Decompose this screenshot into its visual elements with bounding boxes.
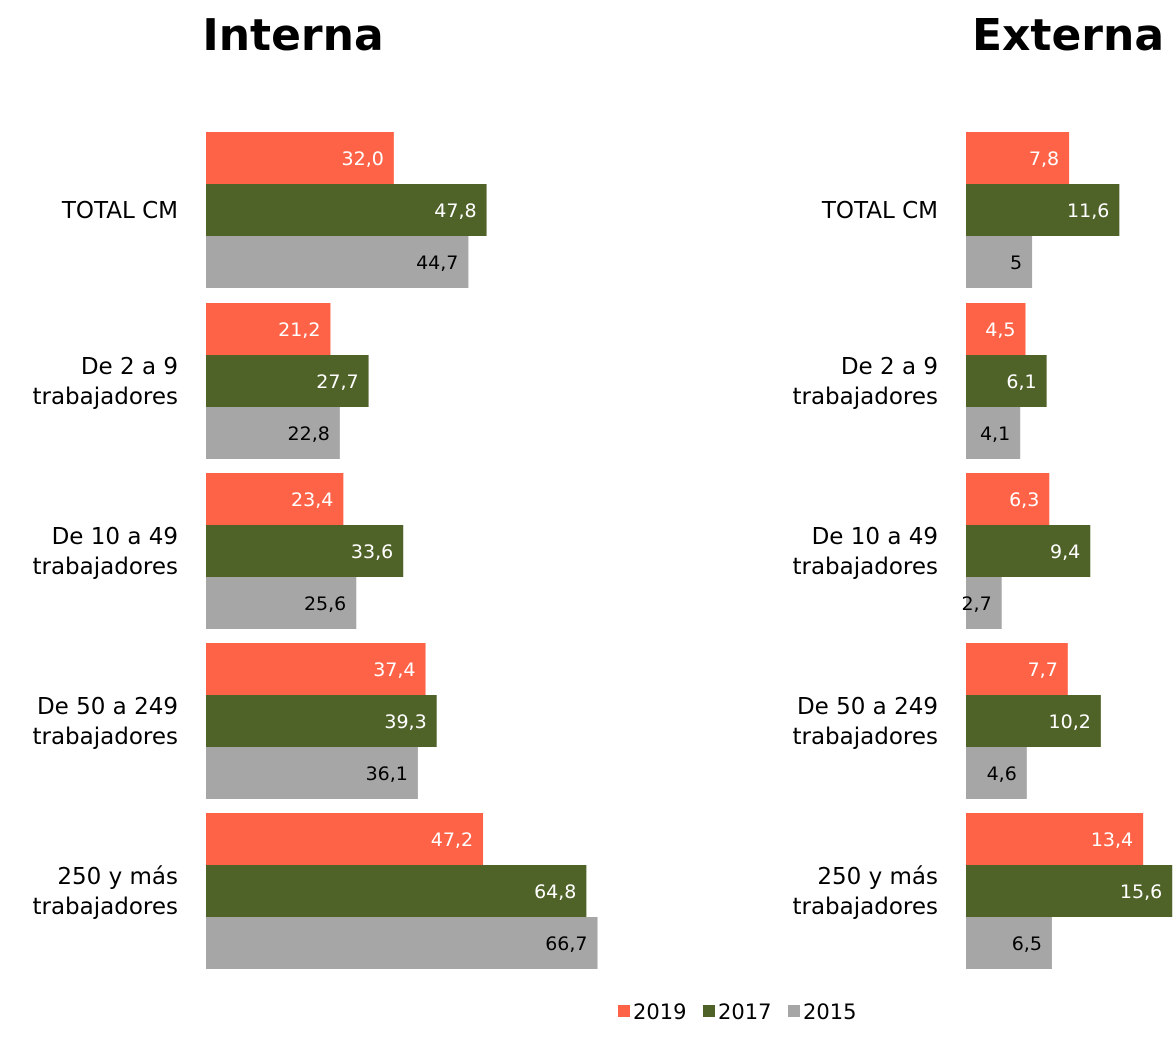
bar-2019 [966, 643, 1068, 695]
bar-2015 [966, 577, 1002, 629]
bar-2017 [966, 695, 1101, 747]
chart-title-interna: Interna [202, 10, 383, 61]
data-label: 21,2 [278, 319, 320, 341]
category-label: De 10 a 49 [52, 524, 178, 550]
bar-2015 [206, 236, 469, 288]
bar-2017 [206, 525, 404, 577]
data-label: 47,8 [434, 200, 476, 222]
category-label: trabajadores [32, 554, 178, 580]
bar-2019 [206, 643, 426, 695]
bar-2017 [206, 865, 587, 917]
legend-label-2019: 2019 [633, 1000, 686, 1024]
data-label: 4,6 [987, 763, 1017, 785]
bar-2017 [206, 184, 487, 236]
bar-2017 [206, 695, 437, 747]
legend-swatch-2019 [618, 1005, 630, 1017]
category-label: TOTAL CM [61, 198, 178, 224]
data-label: 4,1 [980, 423, 1010, 445]
legend-label-2015: 2015 [803, 1000, 856, 1024]
data-label: 23,4 [291, 489, 333, 511]
data-label: 25,6 [304, 593, 346, 615]
legend-swatch-2017 [703, 1005, 715, 1017]
data-label: 33,6 [351, 541, 393, 563]
bar-2019 [966, 132, 1070, 184]
bar-2015 [966, 407, 1021, 459]
bar-2015 [206, 917, 598, 969]
data-label: 32,0 [342, 148, 384, 170]
data-label: 11,6 [1067, 200, 1109, 222]
bar-2019 [206, 813, 484, 865]
category-label: De 2 a 9 [81, 354, 178, 380]
bar-2017 [206, 355, 369, 407]
category-label: trabajadores [32, 384, 178, 410]
bar-2019 [206, 303, 331, 355]
data-label: 6,3 [1009, 489, 1039, 511]
category-label: trabajadores [32, 724, 178, 750]
bar-2017 [966, 184, 1120, 236]
data-label: 5 [1010, 252, 1022, 274]
bar-2017 [966, 355, 1047, 407]
data-label: 15,6 [1120, 881, 1162, 903]
bar-2017 [966, 525, 1091, 577]
bar-2015 [206, 747, 418, 799]
data-label: 36,1 [366, 763, 408, 785]
bar-2015 [966, 747, 1027, 799]
data-label: 4,5 [985, 319, 1015, 341]
bar-2019 [966, 813, 1144, 865]
chart-title-externa: Externa [972, 10, 1164, 61]
category-label: De 50 a 249 [37, 694, 178, 720]
data-label: 64,8 [534, 881, 576, 903]
bar-2015 [206, 577, 357, 629]
bar-2019 [206, 473, 344, 525]
category-label: De 10 a 49 [812, 524, 938, 550]
category-label: 250 y más [57, 864, 178, 890]
data-label: 7,7 [1028, 659, 1058, 681]
bar-2019 [206, 132, 394, 184]
data-label: 22,8 [288, 423, 330, 445]
category-label: trabajadores [792, 384, 938, 410]
legend-label-2017: 2017 [718, 1000, 771, 1024]
bar-2019 [966, 303, 1026, 355]
bar-2019 [966, 473, 1050, 525]
data-label: 13,4 [1091, 829, 1133, 851]
category-label: trabajadores [32, 894, 178, 920]
category-label: trabajadores [792, 894, 938, 920]
data-label: 6,1 [1006, 371, 1036, 393]
data-label: 27,7 [316, 371, 358, 393]
data-label: 39,3 [384, 711, 426, 733]
legend-swatch-2015 [788, 1005, 800, 1017]
category-label: De 50 a 249 [797, 694, 938, 720]
category-label: trabajadores [792, 724, 938, 750]
bar-2015 [966, 236, 1033, 288]
data-label: 37,4 [373, 659, 415, 681]
bar-2015 [966, 917, 1052, 969]
category-label: 250 y más [817, 864, 938, 890]
bar-2015 [206, 407, 340, 459]
data-label: 6,5 [1012, 933, 1042, 955]
data-label: 47,2 [431, 829, 473, 851]
category-label: TOTAL CM [821, 198, 938, 224]
data-label: 66,7 [545, 933, 587, 955]
data-label: 44,7 [416, 252, 458, 274]
category-label: De 2 a 9 [841, 354, 938, 380]
category-label: trabajadores [792, 554, 938, 580]
data-label: 2,7 [961, 593, 991, 615]
data-label: 7,8 [1029, 148, 1059, 170]
data-label: 9,4 [1050, 541, 1080, 563]
data-label: 10,2 [1049, 711, 1091, 733]
bar-2017 [966, 865, 1173, 917]
